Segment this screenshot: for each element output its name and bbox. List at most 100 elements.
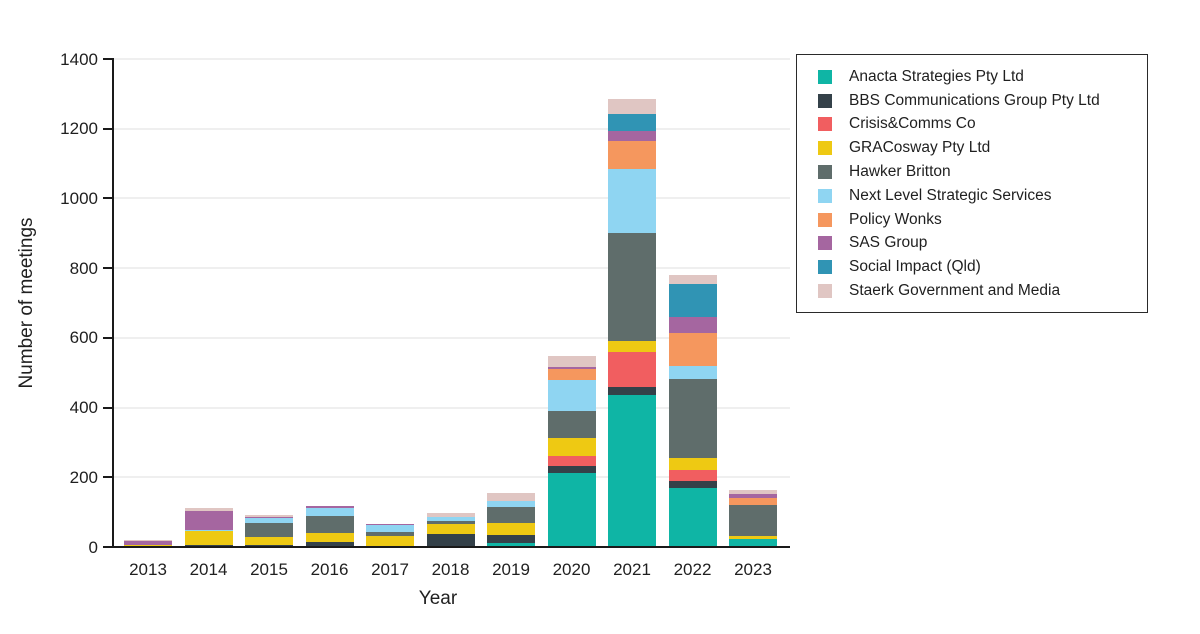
gridline-1200 <box>114 127 790 130</box>
bar-2018 <box>426 513 475 547</box>
gridline-1400 <box>114 58 790 60</box>
bar-segment <box>305 533 354 542</box>
legend-item: Anacta Strategies Pty Ltd <box>797 65 1147 89</box>
y-tick-mark-0 <box>103 546 112 548</box>
bar-segment <box>366 525 414 533</box>
x-tick-label-2020: 2020 <box>552 560 591 579</box>
bar-segment <box>547 465 596 474</box>
bar-segment <box>487 522 535 535</box>
bar-segment <box>305 516 354 534</box>
legend-label: SAS Group <box>849 234 928 252</box>
bar-segment <box>668 458 717 471</box>
bar-segment <box>487 542 535 547</box>
bar-2014 <box>184 508 233 547</box>
bar-segment <box>668 487 717 547</box>
bar-segment <box>608 395 656 547</box>
legend-item: Social Impact (Qld) <box>797 255 1147 279</box>
bar-segment <box>729 536 777 540</box>
x-tick-label-2017: 2017 <box>371 560 409 579</box>
legend-swatch-icon <box>818 284 832 299</box>
bar-segment <box>124 540 172 542</box>
bar-segment <box>487 493 535 502</box>
legend-swatch-icon <box>818 236 832 251</box>
x-axis-title: Year <box>418 588 458 609</box>
y-tick-label-1200: 1200 <box>60 119 98 139</box>
bar-segment <box>608 99 656 114</box>
y-tick-mark-800 <box>103 267 112 270</box>
bar-2017 <box>366 524 414 547</box>
legend-label: Anacta Strategies Pty Ltd <box>849 67 1024 85</box>
y-tick-mark-1200 <box>103 127 112 130</box>
y-tick-mark-400 <box>103 406 112 409</box>
legend-swatch-icon <box>818 93 832 108</box>
bar-2022 <box>668 274 717 547</box>
legend-items: Anacta Strategies Pty Ltd BBS Communicati… <box>797 65 1147 303</box>
y-tick-label-400: 400 <box>69 398 98 418</box>
legend-label: Crisis&Comms Co <box>849 115 976 133</box>
legend-item: Policy Wonks <box>797 208 1147 232</box>
x-tick-label-2015: 2015 <box>250 560 288 579</box>
bar-segment <box>729 539 777 547</box>
bar-2019 <box>487 493 535 547</box>
bar-segment <box>729 494 777 498</box>
x-tick-label-2014: 2014 <box>189 560 228 579</box>
legend-item: Hawker Britton <box>797 160 1147 184</box>
bar-2016 <box>305 506 354 547</box>
legend-swatch-icon <box>818 212 832 227</box>
legend-item: Staerk Government and Media <box>797 279 1147 303</box>
y-tick-mark-1000 <box>103 197 112 200</box>
bar-segment <box>547 356 596 368</box>
y-tick-label-0: 0 <box>88 537 98 557</box>
bar-segment <box>729 490 777 495</box>
bar-segment <box>184 530 233 532</box>
y-axis-spine <box>112 58 114 548</box>
gridline-200 <box>114 476 790 479</box>
y-tick-label-800: 800 <box>69 258 98 278</box>
legend-item: SAS Group <box>797 232 1147 256</box>
bar-segment <box>124 544 172 547</box>
bar-segment <box>426 533 475 547</box>
bar-segment <box>668 317 717 333</box>
bar-segment <box>305 541 354 547</box>
bar-segment <box>547 380 596 412</box>
x-axis-spine <box>111 546 790 548</box>
bar-segment <box>547 369 596 381</box>
x-tick-label-2021: 2021 <box>613 560 651 579</box>
x-tick-label-2016: 2016 <box>310 560 349 579</box>
legend-label: Policy Wonks <box>849 210 942 228</box>
bar-segment <box>668 378 717 459</box>
bar-segment <box>668 470 717 481</box>
legend-swatch-icon <box>818 69 832 84</box>
bar-segment <box>668 332 717 367</box>
bar-segment <box>487 506 535 523</box>
bar-segment <box>366 524 414 526</box>
bar-segment <box>245 536 293 546</box>
bar-segment <box>426 523 475 534</box>
legend-label: BBS Communications Group Pty Ltd <box>849 91 1100 109</box>
legend-item: BBS Communications Group Pty Ltd <box>797 89 1147 113</box>
bar-segment <box>305 507 354 516</box>
bar-segment <box>184 508 233 512</box>
bar-segment <box>608 140 656 169</box>
bar-2021 <box>608 99 656 547</box>
bar-segment <box>184 511 233 531</box>
legend-label: Social Impact (Qld) <box>849 258 981 276</box>
legend-item: Next Level Strategic Services <box>797 184 1147 208</box>
x-tick-label-2019: 2019 <box>492 560 530 579</box>
bar-segment <box>366 536 414 546</box>
gridline-1000 <box>114 197 790 200</box>
bar-segment <box>608 386 656 396</box>
plot-area <box>114 58 790 547</box>
bar-segment <box>366 532 414 537</box>
gridline-600 <box>114 336 790 339</box>
y-tick-mark-1400 <box>103 58 112 60</box>
y-tick-label-200: 200 <box>69 467 98 487</box>
bar-segment <box>547 438 596 456</box>
x-tick-label-2023: 2023 <box>734 560 772 579</box>
bar-segment <box>608 113 656 131</box>
bar-segment <box>245 518 293 523</box>
bar-2023 <box>729 490 777 547</box>
gridline-400 <box>114 406 790 409</box>
gridline-800 <box>114 267 790 270</box>
bar-segment <box>547 473 596 547</box>
